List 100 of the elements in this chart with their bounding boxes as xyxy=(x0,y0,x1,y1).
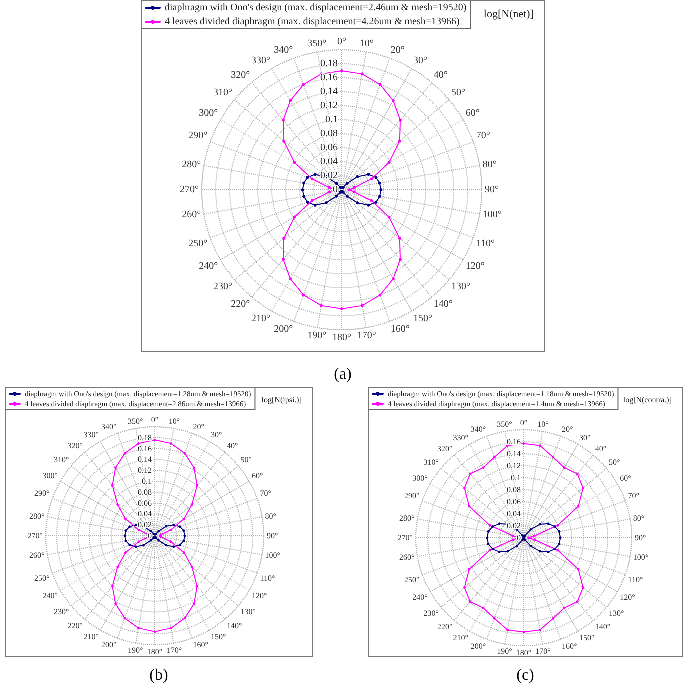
spoke-label: 250° xyxy=(34,574,50,583)
y-tick-label: 0.14 xyxy=(138,455,152,464)
spoke-label: 270° xyxy=(180,184,199,196)
spoke-label: 200° xyxy=(274,324,294,335)
spoke-label: 230° xyxy=(54,607,70,616)
spoke-label: 310° xyxy=(54,456,70,465)
y-tick-label: 0.12 xyxy=(507,462,521,470)
spoke-label: 150° xyxy=(211,632,226,642)
spoke-label: 240° xyxy=(199,261,218,272)
y-tick-label: 0.1 xyxy=(326,114,338,126)
y-tick-label: 0 xyxy=(333,184,338,196)
y-tick-label: 0.18 xyxy=(138,433,152,442)
spoke-label: 350° xyxy=(308,38,327,50)
spoke-label: 110° xyxy=(476,238,496,250)
spoke-label: 190° xyxy=(497,646,512,656)
y-tick-label: 0.1 xyxy=(142,477,152,486)
y-tick-label: 0.04 xyxy=(320,156,338,168)
spoke-label: 260° xyxy=(30,550,45,560)
spoke-label: 210° xyxy=(84,632,99,642)
y-tick-label: 0.14 xyxy=(320,86,338,98)
spoke-label: 290° xyxy=(404,492,420,501)
y-tick-label: 0.08 xyxy=(138,488,152,497)
spoke-label: 250° xyxy=(188,238,208,250)
spoke-label: 70° xyxy=(628,492,640,501)
spoke-label: 340° xyxy=(470,425,486,434)
spoke-label: 350° xyxy=(128,417,144,426)
spoke-label: 290° xyxy=(34,489,50,498)
spoke-label: 220° xyxy=(231,299,250,310)
spoke-label: 250° xyxy=(404,575,420,584)
spoke-label: 0° xyxy=(151,416,159,424)
spoke-label: 40° xyxy=(226,442,238,451)
spoke-label: 170° xyxy=(536,646,551,656)
text: log[N(ipsi.)] xyxy=(262,396,302,404)
spoke-label: 20° xyxy=(193,422,205,432)
spoke-label: 100° xyxy=(482,209,502,220)
spoke-label: 110° xyxy=(628,575,644,584)
spoke-label: 260° xyxy=(182,209,202,220)
text: log[N(contra.)] xyxy=(623,396,672,404)
text: (a) xyxy=(334,366,352,383)
spoke-label: 70° xyxy=(476,130,490,142)
spoke-label: 340° xyxy=(274,45,294,56)
spoke-label: 220° xyxy=(68,621,84,630)
spoke-label: 280° xyxy=(399,514,415,524)
y-tick-label: 0.16 xyxy=(507,438,521,446)
spoke-label: 90° xyxy=(267,532,278,540)
spoke-label: 310° xyxy=(213,88,232,99)
y-tick-label: 0.14 xyxy=(507,450,521,458)
spoke-label: 40° xyxy=(434,70,448,81)
spoke-label: 200° xyxy=(470,642,486,651)
spoke-label: 190° xyxy=(128,646,144,655)
spoke-label: 10° xyxy=(360,38,374,50)
spoke-label: 190° xyxy=(308,330,327,342)
spoke-label: 140° xyxy=(434,299,453,310)
spoke-label: 160° xyxy=(562,642,578,651)
spoke-label: 80° xyxy=(633,514,645,524)
spoke-label: 150° xyxy=(414,313,432,324)
spoke-label: 200° xyxy=(101,640,117,650)
spoke-label: 60° xyxy=(252,472,264,480)
text: log[N(net)] xyxy=(484,8,534,20)
spoke-label: 210° xyxy=(453,634,468,643)
spoke-label: 50° xyxy=(452,88,466,99)
spoke-label: 10° xyxy=(168,417,180,426)
y-tick-label: 0.08 xyxy=(507,486,521,494)
spoke-label: 300° xyxy=(199,108,218,119)
spoke-label: 290° xyxy=(188,130,208,142)
spoke-label: 350° xyxy=(497,420,512,430)
spoke-label: 330° xyxy=(84,430,99,440)
y-tick-label: 0.1 xyxy=(511,474,521,482)
y-tick-label: 0.12 xyxy=(138,466,152,476)
spoke-label: 170° xyxy=(166,646,182,655)
spoke-label: 40° xyxy=(595,444,607,454)
spoke-label: 320° xyxy=(231,70,250,81)
spoke-label: 310° xyxy=(424,458,439,468)
spoke-label: 230° xyxy=(424,608,439,618)
spoke-label: 210° xyxy=(252,313,270,324)
spoke-label: 100° xyxy=(633,552,649,562)
spoke-label: 10° xyxy=(538,420,549,430)
spoke-label: 270° xyxy=(28,532,43,540)
text: (c) xyxy=(516,667,534,684)
text: (b) xyxy=(150,667,168,684)
spoke-label: 120° xyxy=(466,261,485,272)
spoke-label: 330° xyxy=(252,56,270,67)
spoke-label: 50° xyxy=(609,458,620,468)
y-tick-label: 0.04 xyxy=(507,510,521,518)
spoke-label: 340° xyxy=(101,422,117,432)
spoke-label: 110° xyxy=(260,574,276,583)
spoke-label: 20° xyxy=(390,45,405,56)
spoke-label: 100° xyxy=(265,550,280,560)
spoke-label: 80° xyxy=(265,512,276,522)
spoke-label: 150° xyxy=(580,634,595,643)
spoke-label: 90° xyxy=(485,184,499,196)
spoke-label: 330° xyxy=(453,433,468,442)
spoke-label: 70° xyxy=(260,489,272,498)
spoke-label: 180° xyxy=(147,648,163,656)
spoke-label: 280° xyxy=(30,512,45,522)
spoke-label: 80° xyxy=(482,160,497,171)
spoke-label: 50° xyxy=(240,456,252,465)
spoke-label: 160° xyxy=(390,324,410,335)
spoke-label: 180° xyxy=(516,648,532,658)
spoke-label: 270° xyxy=(398,534,413,542)
